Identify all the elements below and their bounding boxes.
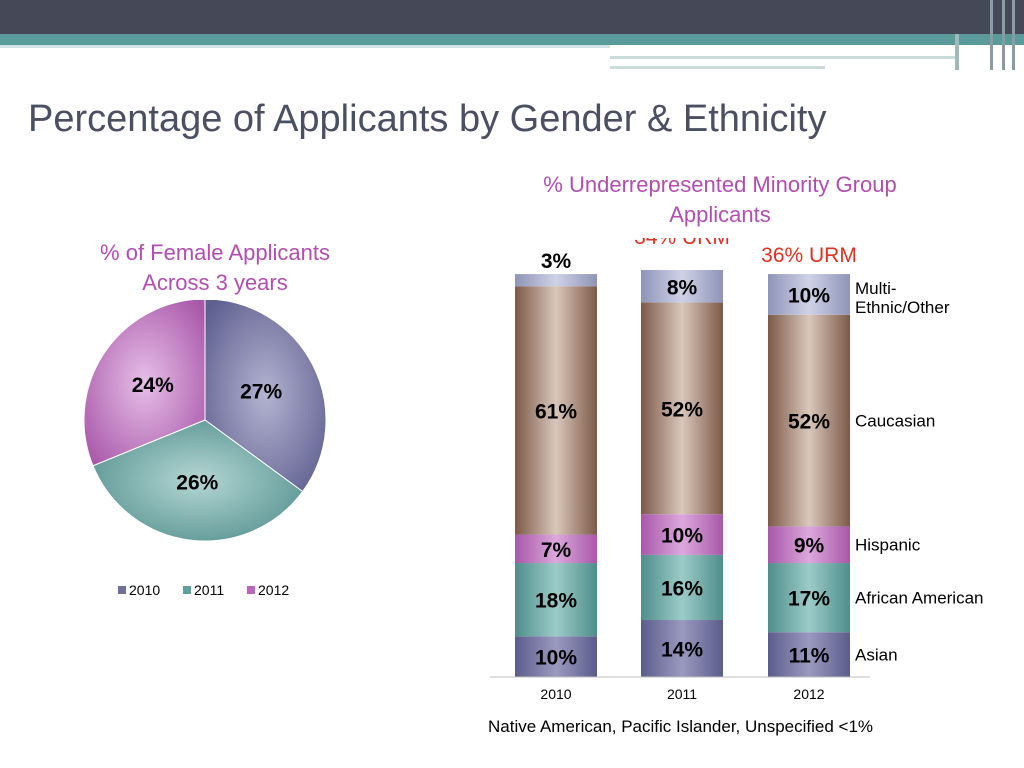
bar-data-label-2011-3: 52% — [661, 398, 703, 421]
bar-segment-2011-3 — [641, 302, 723, 515]
top-banner — [0, 0, 1024, 34]
urm-total-label-2011: 34% URM — [634, 238, 730, 249]
bar-legend-label: African American — [855, 589, 984, 608]
bar-segment-2011-0 — [641, 620, 723, 677]
decor-line — [610, 56, 955, 59]
bar-segment-2012-0 — [768, 632, 850, 677]
bar-legend-item-4: Multi-Ethnic/Other — [855, 279, 950, 317]
pie-chart: 27% 26% 24% 2010 2011 2012 — [83, 300, 327, 598]
bar-data-label-2011-0: 14% — [661, 639, 703, 662]
bar-segment-2010-0 — [515, 636, 597, 677]
decor-line — [990, 0, 993, 70]
bar-title-line-1: % Underrepresented Minority Group — [543, 172, 897, 197]
x-tick-label-2012: 2012 — [793, 686, 824, 702]
bar-data-label-2011-1: 16% — [661, 577, 703, 600]
stacked-bar-chart: 10%18%7%61%3%35% URM14%16%10%52%8%34% UR… — [490, 238, 984, 702]
bar-legend-item-1: African American — [855, 589, 984, 608]
bar-segment-2010-1 — [515, 563, 597, 637]
footnote: Native American, Pacific Islander, Unspe… — [488, 717, 874, 736]
decor-line — [1012, 0, 1015, 70]
bar-data-label-2010-4: 3% — [541, 250, 572, 273]
bar-data-label-2012-4: 10% — [788, 284, 830, 307]
decor-line — [1002, 0, 1005, 70]
bar-legend-label: Asian — [855, 646, 898, 665]
pie-label-2012: 24% — [132, 374, 174, 397]
bar-data-label-2010-0: 10% — [535, 647, 577, 670]
pie-label-2011: 26% — [176, 471, 218, 494]
bar-data-label-2012-2: 9% — [794, 535, 825, 558]
pie-title-line-1: % of Female Applicants — [100, 240, 330, 265]
bar-data-label-2011-4: 8% — [667, 276, 698, 299]
pie-label-2010: 27% — [240, 381, 282, 404]
bar-legend-item-3: Caucasian — [855, 412, 935, 431]
pie-slice-2012 — [83, 300, 206, 467]
bar-segment-2011-2 — [641, 514, 723, 555]
pie-legend-swatch-2012 — [247, 586, 255, 594]
bar-segment-2011-4 — [641, 270, 723, 303]
teal-stripe — [0, 34, 1024, 45]
bar-segment-2012-1 — [768, 563, 850, 633]
bar-chart-title: % Underrepresented Minority Group Applic… — [480, 170, 960, 230]
bar-segment-2012-3 — [768, 314, 850, 527]
bar-segment-2011-1 — [641, 554, 723, 621]
pie-slice-2011 — [92, 419, 304, 542]
bar-segment-2012-4 — [768, 274, 850, 315]
bar-data-label-2012-1: 17% — [788, 588, 830, 611]
bar-legend-item-0: Asian — [855, 646, 898, 665]
bar-legend-label: Hispanic — [855, 536, 921, 555]
bar-legend-item-2: Hispanic — [855, 536, 921, 555]
pie-chart-title: % of Female Applicants Across 3 years — [40, 238, 390, 298]
decor-line — [955, 34, 959, 70]
x-tick-label-2011: 2011 — [667, 686, 697, 702]
bar-segment-2010-2 — [515, 534, 597, 564]
bar-data-label-2011-2: 10% — [661, 525, 703, 548]
bar-data-label-2010-2: 7% — [541, 539, 572, 562]
x-tick-label-2010: 2010 — [540, 686, 571, 702]
pie-title-line-2: Across 3 years — [142, 270, 288, 295]
pie-slice-2010 — [204, 300, 327, 493]
bar-data-label-2010-1: 18% — [535, 590, 577, 613]
pie-legend-label-2012: 2012 — [258, 582, 289, 598]
bar-data-label-2012-3: 52% — [788, 411, 830, 434]
bar-segment-2012-2 — [768, 526, 850, 564]
bar-legend-label: Multi-Ethnic/Other — [855, 279, 950, 317]
bar-segment-2010-4 — [515, 274, 597, 287]
bar-legend-label: Caucasian — [855, 412, 935, 431]
bar-title-line-2: Applicants — [669, 202, 771, 227]
bar-data-label-2010-3: 61% — [535, 400, 577, 423]
teal-thin-stripe — [0, 45, 610, 48]
pie-legend-label-2011: 2011 — [194, 582, 224, 598]
pie-legend-label-2010: 2010 — [129, 582, 160, 598]
slide-title: Percentage of Applicants by Gender & Eth… — [28, 98, 827, 140]
decor-line — [610, 66, 825, 69]
pie-legend-swatch-2010 — [118, 586, 126, 594]
pie-legend-swatch-2011 — [183, 586, 191, 594]
bar-data-label-2012-0: 11% — [789, 645, 830, 668]
urm-total-label-2012: 36% URM — [761, 244, 857, 267]
bar-segment-2010-3 — [515, 286, 597, 535]
